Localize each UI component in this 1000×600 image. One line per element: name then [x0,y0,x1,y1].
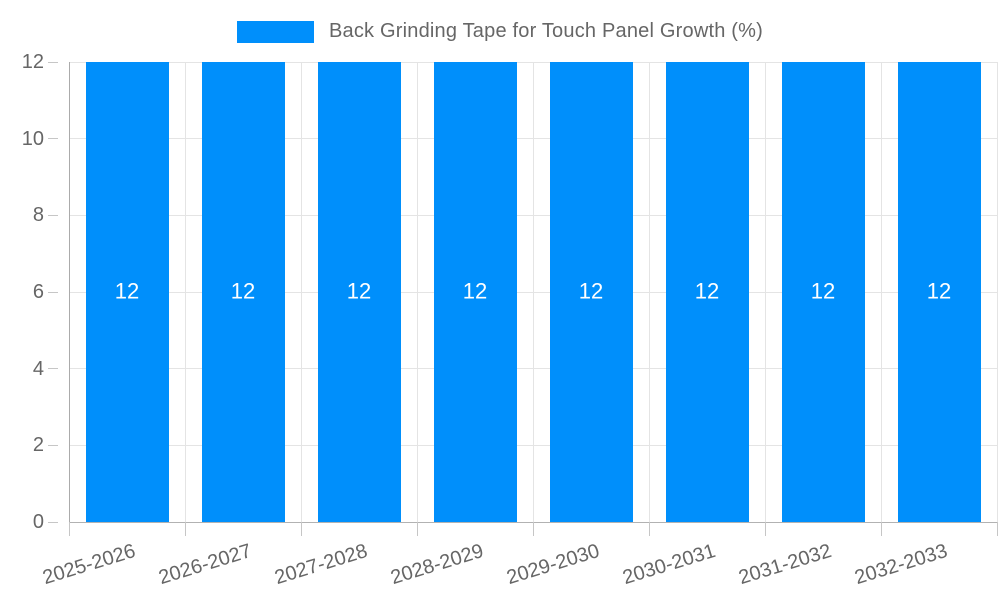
gridline-vertical [996,62,998,522]
bar-value-label: 12 [694,278,720,304]
gridline-vertical [880,62,882,522]
x-tick-label: 2025-2026 [40,540,139,590]
bar-value-label: 12 [346,278,372,304]
x-tick-mark [300,522,302,536]
bar[interactable]: 12 [85,62,169,522]
bar-value-label: 12 [230,278,256,304]
y-axis-line [68,62,70,522]
bar[interactable]: 12 [317,62,401,522]
bar[interactable]: 12 [201,62,285,522]
bar[interactable]: 12 [665,62,749,522]
y-tick-label: 12 [21,51,44,73]
x-tick-mark [532,522,534,536]
x-tick-label: 2027-2028 [272,540,371,590]
x-tick-label: 2032-2033 [852,540,951,590]
gridline-vertical [300,62,302,522]
legend-swatch[interactable] [236,20,314,43]
plot-area: 12 12 12 12 12 12 12 12 [68,61,998,523]
y-tick-label: 8 [32,204,44,227]
x-tick-mark [880,522,882,536]
y-tick-mark [48,368,58,370]
x-tick-mark [648,522,650,536]
y-tick-label: 10 [21,127,44,150]
y-tick-label: 4 [32,357,44,380]
y-tick-mark [48,61,58,63]
x-tick-mark [184,522,186,536]
bar-value-label: 12 [114,278,140,304]
bar-value-label: 12 [926,278,952,304]
gridline-vertical [648,62,650,522]
bar[interactable]: 12 [549,62,633,522]
bar-value-label: 12 [462,278,488,304]
bar-value-label: 12 [810,278,836,304]
bar[interactable]: 12 [781,62,865,522]
gridline-vertical [532,62,534,522]
y-tick-mark [48,444,58,446]
x-tick-label: 2031-2032 [736,540,835,590]
x-tick-label: 2028-2029 [388,540,487,590]
bar[interactable]: 12 [433,62,517,522]
x-tick-label: 2026-2027 [156,540,255,590]
bar-value-label: 12 [578,278,604,304]
y-tick-label: 2 [32,434,44,457]
y-tick-label: 6 [32,281,44,303]
legend[interactable]: Back Grinding Tape for Touch Panel Growt… [0,20,1000,43]
gridline-vertical [416,62,418,522]
y-tick-mark [48,291,58,293]
chart-title: Back Grinding Tape for Touch Panel Growt… [328,20,764,42]
y-tick-label: 0 [32,511,44,533]
y-tick-mark [48,214,58,216]
x-tick-mark [764,522,766,536]
x-tick-mark [68,522,70,536]
x-tick-mark [416,522,418,536]
x-tick-label: 2030-2031 [620,540,719,590]
bar[interactable]: 12 [897,62,981,522]
x-tick-mark [996,522,998,536]
x-tick-label: 2029-2030 [504,540,603,590]
y-tick-mark [48,521,58,523]
gridline-vertical [184,62,186,522]
y-tick-mark [48,138,58,140]
gridline-vertical [764,62,766,522]
